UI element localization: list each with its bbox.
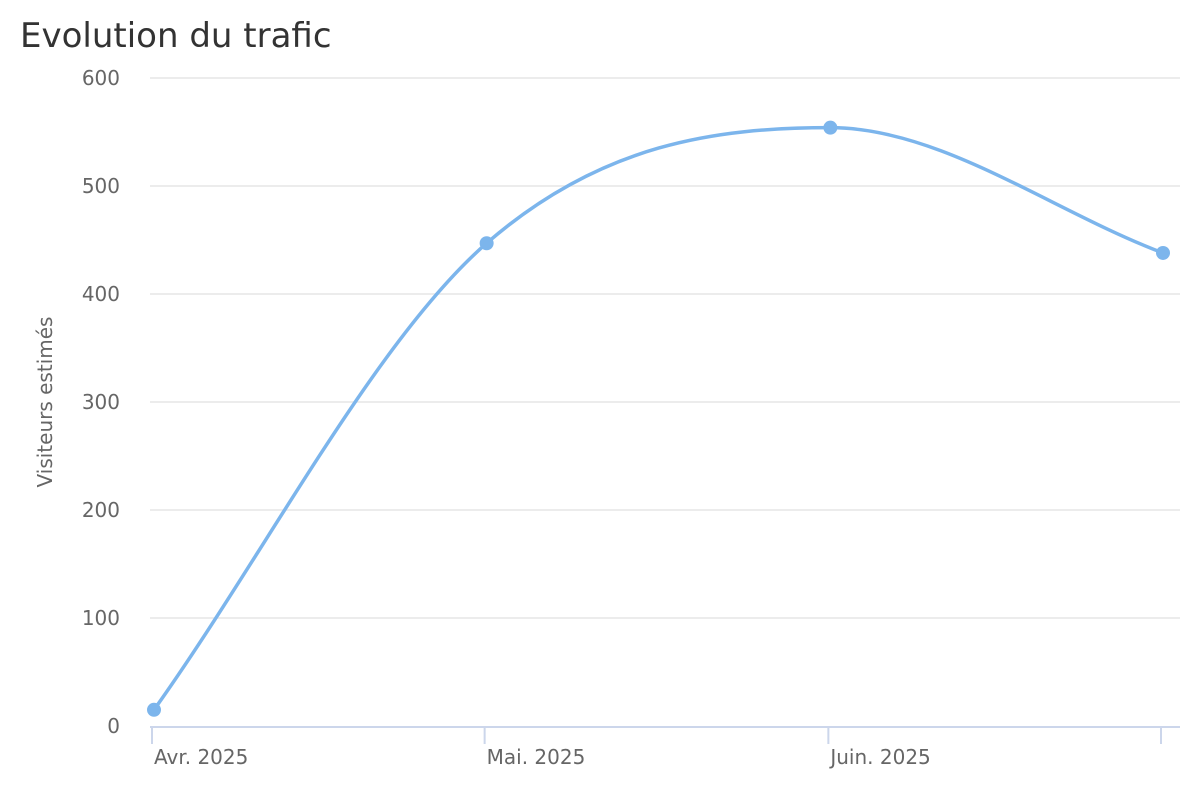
y-tick-label: 500 [82,174,120,198]
y-tick-label: 300 [82,390,120,414]
data-points [147,120,1170,717]
data-point[interactable] [147,702,161,717]
x-axis: Avr. 2025 Mai. 2025 Juin. 2025 [150,726,1180,769]
x-tick-label: Avr. 2025 [154,745,248,769]
y-tick-label: 100 [82,606,120,630]
series-line [152,125,1165,712]
chart-title: Evolution du trafic [20,16,332,56]
y-axis-ticks: 0 100 200 300 400 500 600 [82,66,120,738]
x-tick-label: Mai. 2025 [487,745,586,769]
y-tick-label: 200 [82,498,120,522]
data-point[interactable] [823,120,838,135]
x-tick-label: Juin. 2025 [828,745,930,769]
y-axis-label: Visiteurs estimés [33,317,57,488]
data-point[interactable] [1156,245,1170,260]
data-point[interactable] [479,236,494,251]
y-tick-label: 0 [107,714,120,738]
grid-lines [150,77,1180,619]
y-tick-label: 400 [82,282,120,306]
series-layer [152,125,1165,712]
y-tick-label: 600 [82,66,120,90]
